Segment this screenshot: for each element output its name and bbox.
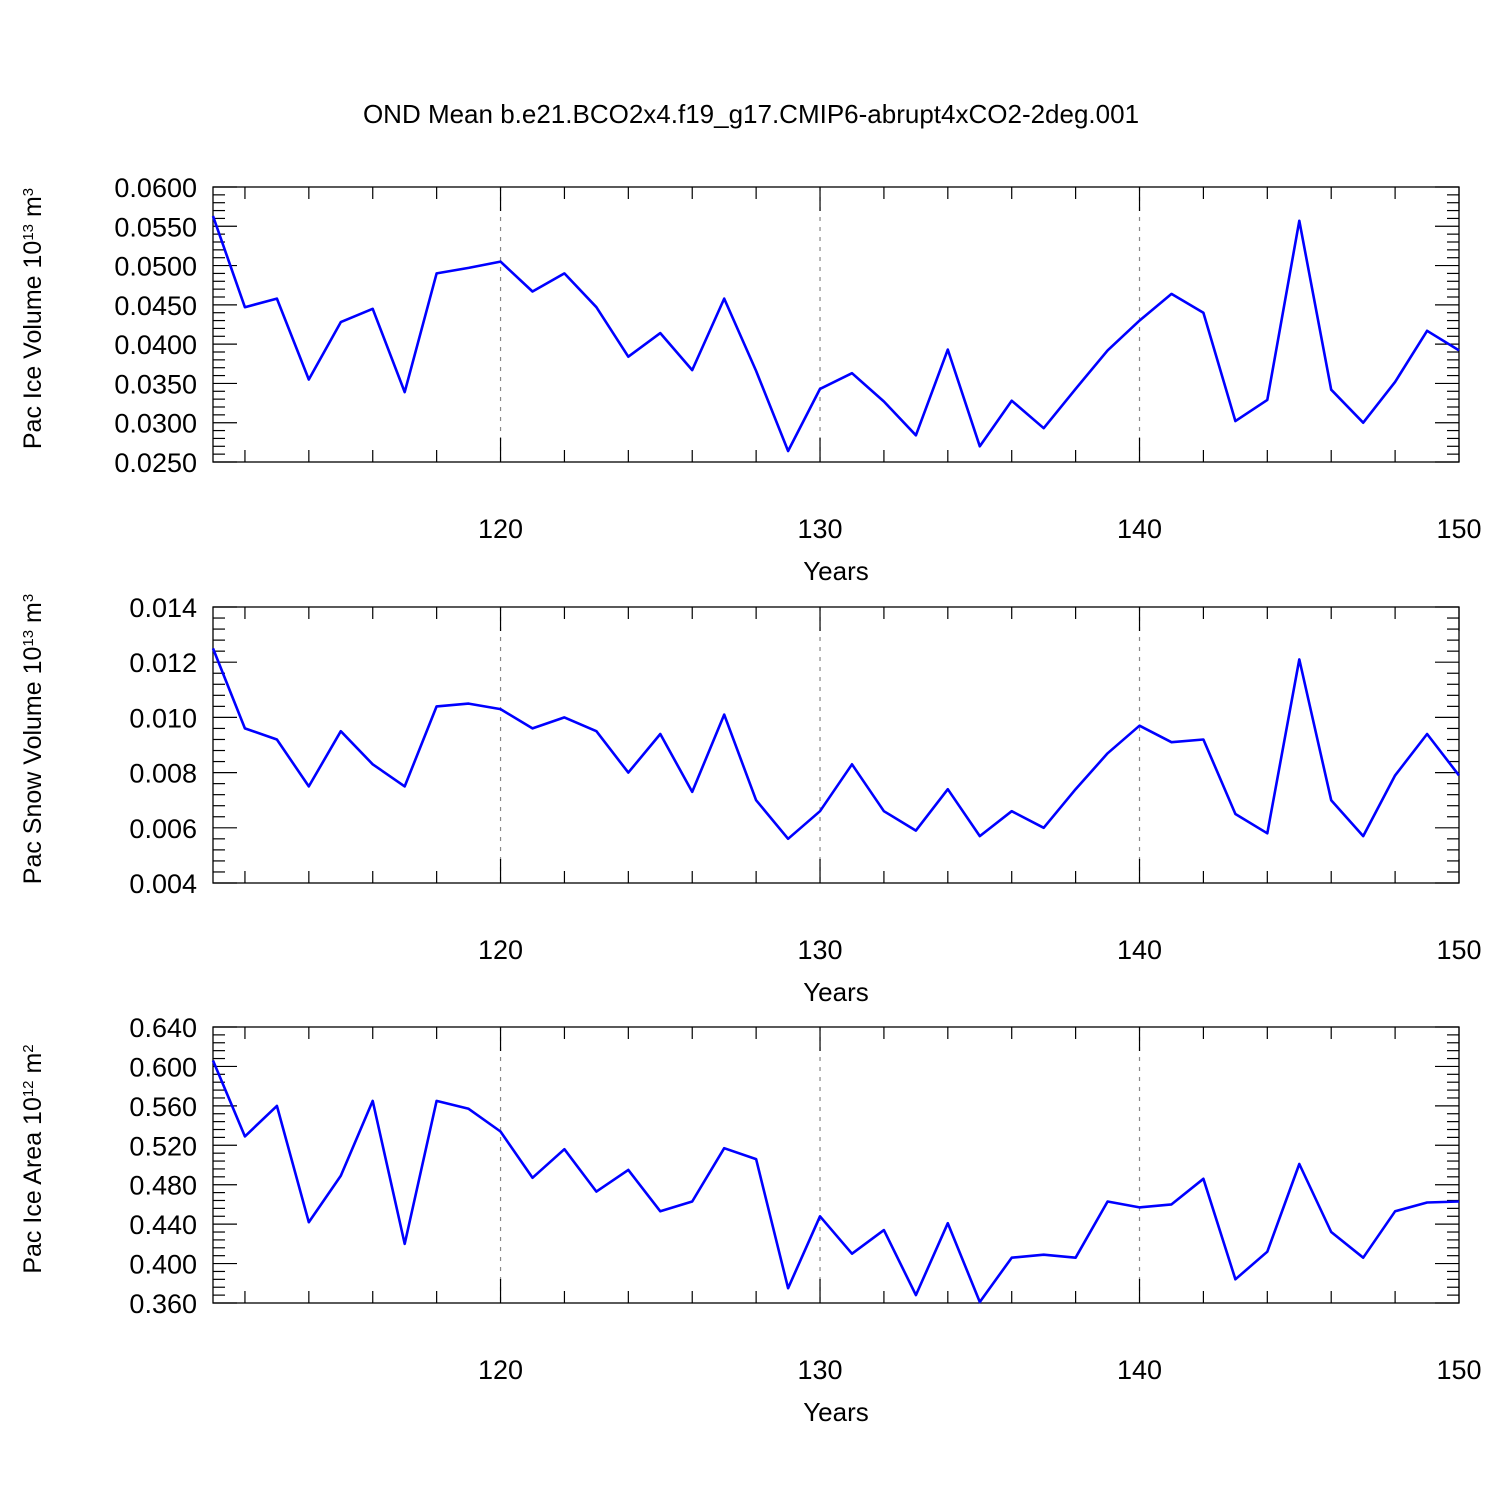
x-tick-label: 120 <box>478 935 523 965</box>
x-tick-label: 130 <box>797 1355 842 1385</box>
x-tick-label: 120 <box>478 1355 523 1385</box>
y-tick-label: 0.010 <box>129 703 197 733</box>
y-tick-label: 0.004 <box>129 869 197 899</box>
plot-frame <box>212 606 1460 884</box>
y-tick-label: 0.520 <box>129 1131 197 1161</box>
x-axis-label: Years <box>803 1397 869 1427</box>
y-axis-label: Pac Ice Area 1012 m2 <box>19 1044 47 1273</box>
x-tick-label: 140 <box>1117 514 1162 544</box>
series-line <box>211 1059 1460 1304</box>
x-tick-label: 150 <box>1436 935 1481 965</box>
plot-frame <box>212 186 1460 463</box>
panel-1: 0.0600 0.0550 0.0500 0.0450 0.0400 0.0350 0.03… <box>19 173 1482 586</box>
y-tick-label: 0.0600 <box>114 173 197 203</box>
y-tick-label: 0.360 <box>129 1289 197 1319</box>
y-tick-label: 0.0450 <box>114 291 197 321</box>
x-tick-label: 140 <box>1117 1355 1162 1385</box>
y-tick-label: 0.640 <box>129 1013 197 1043</box>
y-tick-label: 0.012 <box>129 648 197 678</box>
chart-title: OND Mean b.e21.BCO2x4.f19_g17.CMIP6-abru… <box>363 99 1139 129</box>
y-tick-label: 0.0500 <box>114 252 197 282</box>
plot-frame <box>212 1026 1460 1304</box>
x-axis-label: Years <box>803 556 869 586</box>
y-tick-label: 0.0300 <box>114 409 197 439</box>
y-tick-label: 0.560 <box>129 1092 197 1122</box>
x-tick-label: 150 <box>1436 514 1481 544</box>
y-tick-label: 0.400 <box>129 1250 197 1280</box>
y-axis-label: Pac Ice Volume 1013 m3 <box>19 188 47 449</box>
y-axis-label: Pac Snow Volume 1013 m3 <box>19 594 47 884</box>
y-tick-label: 0.480 <box>129 1171 197 1201</box>
x-tick-label: 140 <box>1117 935 1162 965</box>
panel-2: 0.014 0.012 0.010 0.008 0.006 0.004 120 130 140 1… <box>19 593 1482 1007</box>
x-tick-label: 150 <box>1436 1355 1481 1385</box>
series-line <box>211 647 1461 841</box>
x-tick-label: 120 <box>478 514 523 544</box>
y-tick-label: 0.008 <box>129 759 197 789</box>
y-tick-label: 0.0550 <box>114 212 197 242</box>
y-tick-label: 0.440 <box>129 1210 197 1240</box>
y-tick-label: 0.0400 <box>114 330 197 360</box>
panel-3: 0.640 0.600 0.560 0.520 0.480 0.440 0.400 0.360… <box>19 1013 1482 1427</box>
y-tick-label: 0.600 <box>129 1052 197 1082</box>
x-tick-label: 130 <box>797 935 842 965</box>
y-tick-label: 0.006 <box>129 814 197 844</box>
series-line <box>211 215 1460 453</box>
y-tick-label: 0.0350 <box>114 369 197 399</box>
y-tick-label: 0.0250 <box>114 448 197 478</box>
x-tick-label: 130 <box>797 514 842 544</box>
y-tick-label: 0.014 <box>129 593 197 623</box>
x-axis-label: Years <box>803 977 869 1007</box>
